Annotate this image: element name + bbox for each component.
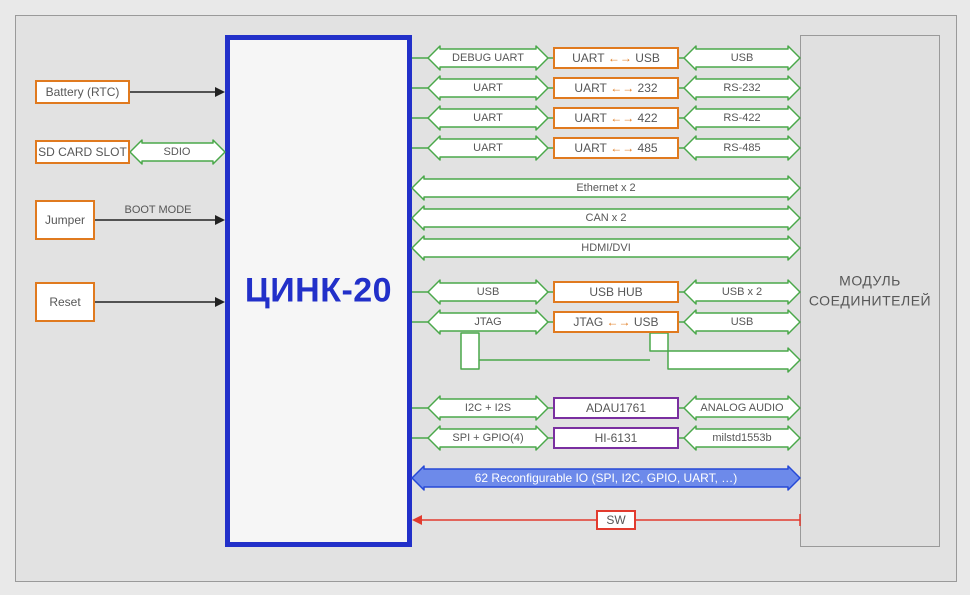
jumper: Jumper (35, 200, 95, 240)
sw-box: SW (596, 510, 636, 530)
conv-box: HI-6131 (553, 427, 679, 449)
conv-box: UART ←→ USB (553, 47, 679, 69)
conv-box: UART ←→ 485 (553, 137, 679, 159)
reset: Reset (35, 282, 95, 322)
conv-box: USB HUB (553, 281, 679, 303)
battery: Battery (RTC) (35, 80, 130, 104)
conv-box: UART ←→ 232 (553, 77, 679, 99)
arrow-overlay (0, 0, 970, 595)
sdcard: SD CARD SLOT (35, 140, 130, 164)
conv-box: JTAG ←→ USB (553, 311, 679, 333)
diagram-root: ЦИНК-20 МОДУЛЬСОЕДИНИТЕЛЕЙ SDIOBOOT MODE… (0, 0, 970, 595)
conv-box: UART ←→ 422 (553, 107, 679, 129)
conv-box: ADAU1761 (553, 397, 679, 419)
